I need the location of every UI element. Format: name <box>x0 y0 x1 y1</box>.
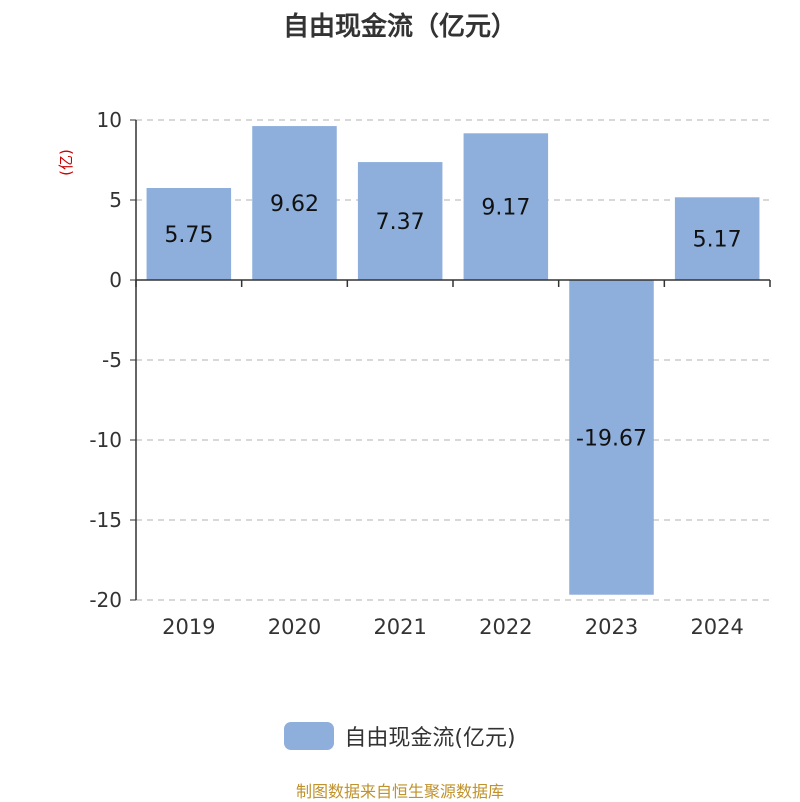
source-note: 制图数据来自恒生聚源数据库 <box>295 782 504 801</box>
bar-2020[interactable] <box>252 126 337 280</box>
bar-2022[interactable] <box>463 133 549 280</box>
legend[interactable]: 自由现金流(亿元) <box>0 720 800 752</box>
y-tick-label: 5 <box>109 188 122 212</box>
x-tick-label: 2019 <box>162 615 215 639</box>
bar-value-label: 9.17 <box>481 196 530 221</box>
bar-value-label: 9.62 <box>270 192 319 217</box>
bar-2024[interactable] <box>674 197 760 280</box>
y-tick-label: -20 <box>89 588 122 612</box>
x-tick-label: 2023 <box>585 615 638 639</box>
x-tick-label: 2022 <box>479 615 532 639</box>
bars <box>146 126 760 595</box>
bar-2023[interactable] <box>569 280 654 595</box>
bar-value-label: 5.17 <box>693 228 742 253</box>
bar-2019[interactable] <box>146 188 232 280</box>
y-tick-label: -5 <box>102 348 122 372</box>
bar-value-label: 5.75 <box>164 223 213 248</box>
x-tick-label: 2024 <box>690 615 743 639</box>
y-tick-label: -15 <box>89 508 122 532</box>
labels: 10 5 0 -5 -10 -15 -20 5.75 2019 9.62 2020 7.37 2021 9… <box>89 108 744 639</box>
y-tick-label: 0 <box>109 268 122 292</box>
y-tick-label: -10 <box>89 428 122 452</box>
bar-2021[interactable] <box>357 162 443 280</box>
chart-title: 自由现金流（亿元） <box>282 12 517 42</box>
grid-lines <box>136 119 770 601</box>
y-tick-label: 10 <box>97 108 122 132</box>
legend-swatch <box>284 722 335 750</box>
x-tick-label: 2021 <box>373 615 426 639</box>
bar-value-label: -19.67 <box>576 426 647 451</box>
bar-value-label: 7.37 <box>376 210 425 235</box>
axes <box>130 119 771 601</box>
x-tick-label: 2020 <box>268 615 321 639</box>
legend-label: 自由现金流(亿元) <box>344 726 516 751</box>
